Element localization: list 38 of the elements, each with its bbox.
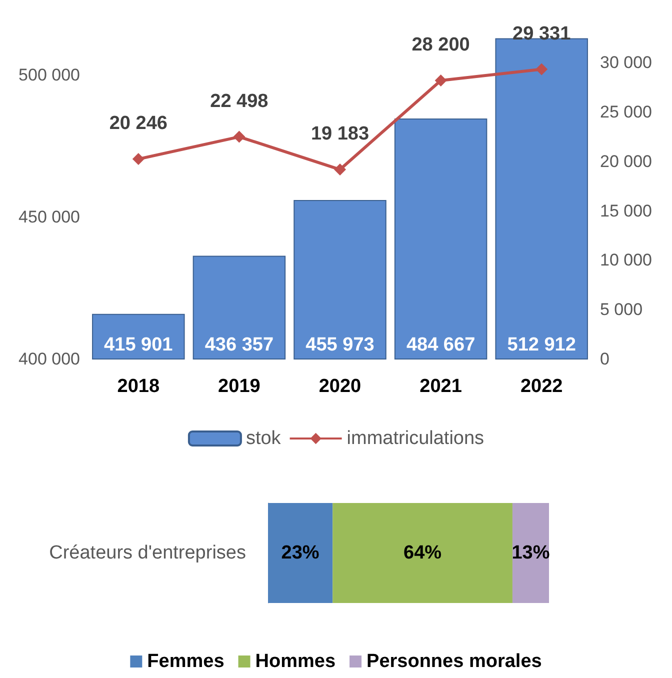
y-tick-label: Créateurs d'entreprises [49,542,246,564]
x-tick-label: 2020 [318,376,362,397]
data-label: 436 357 [204,334,274,356]
point [132,153,144,166]
point [434,74,447,86]
data-label: 22 498 [210,90,268,112]
point [233,130,246,143]
y2-tick-label: 25 000 [600,102,652,122]
y-tick-label: 450 000 [18,207,80,226]
y2-tick-label: 30 000 [600,53,652,72]
data-label: 28 200 [412,34,470,56]
data-label: 455 973 [306,334,374,356]
legend-label: Hommes [255,651,336,672]
y2-tick-label: 0 [600,350,610,368]
x-tick-label: 2021 [420,376,462,397]
point [334,164,346,176]
y2-tick-label: 5 000 [600,300,643,320]
data-label: 20 246 [109,113,168,134]
y-tick-label: 400 000 [18,350,80,368]
point [536,63,548,76]
data-label: 484 667 [406,334,476,356]
data-label: 64% [404,542,442,564]
y2-tick-label: 20 000 [600,152,652,171]
data-label: 415 901 [104,334,174,356]
legend-label: immatriculations [346,428,484,449]
y-tick-label: 500 000 [18,65,80,84]
data-label: 13% [512,542,550,564]
x-tick-label: 2018 [117,376,160,397]
y2-tick-label: 15 000 [600,201,652,220]
legend-label: Femmes [147,651,224,672]
x-tick-label: 2022 [520,376,563,397]
data-label: 23% [281,542,320,564]
legend-label: Personnes morales [366,651,542,672]
legend-label: stok [246,428,282,449]
data-label: 512 912 [507,334,576,356]
y2-tick-label: 10 000 [600,250,652,270]
data-label: 19 183 [310,124,370,145]
x-tick-label: 2019 [218,376,260,397]
